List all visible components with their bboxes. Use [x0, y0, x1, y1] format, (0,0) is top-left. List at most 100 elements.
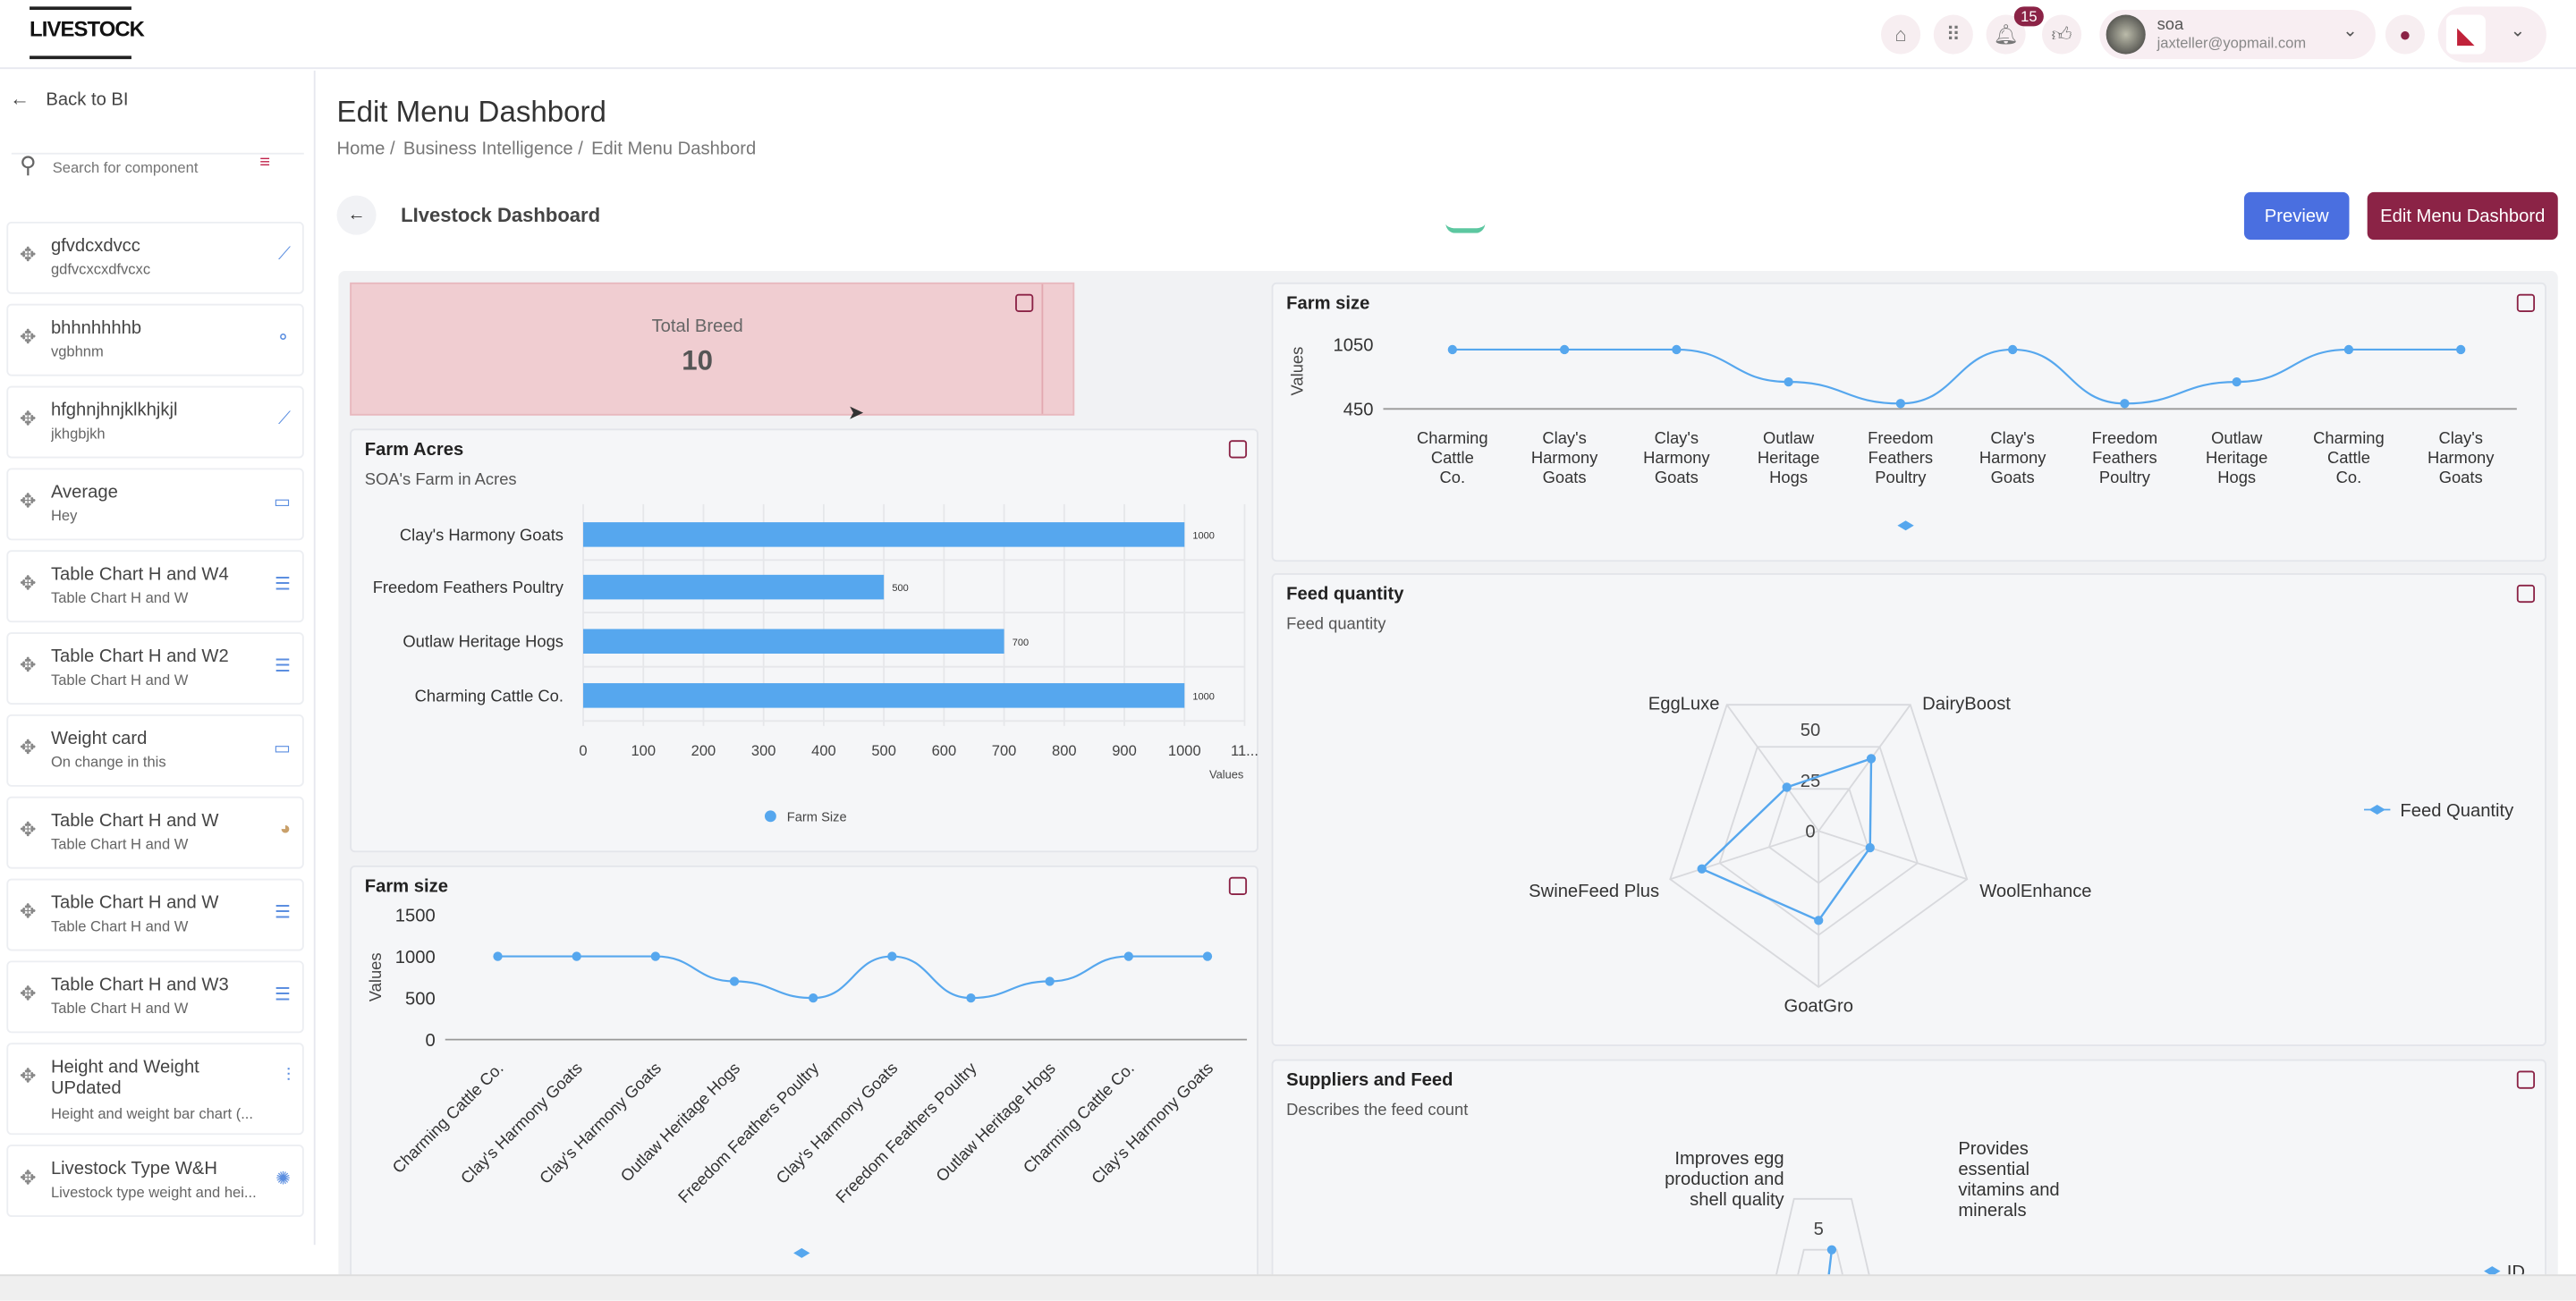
drag-handle-icon[interactable]: ✥	[20, 900, 37, 924]
data-point	[1865, 842, 1875, 853]
x-tick-label: 800	[1052, 742, 1077, 759]
edit-menu-dashboard-button[interactable]: Edit Menu Dashbord	[2367, 191, 2558, 241]
data-point	[2456, 344, 2466, 355]
data-point	[966, 993, 976, 1003]
drag-handle-icon[interactable]: ✥	[20, 654, 37, 677]
card-subtitle: SOA's Farm in Acres	[364, 471, 517, 490]
component-subtitle: Table Chart H and W	[50, 672, 189, 689]
total-breed-card[interactable]: Total Breed 10	[350, 282, 1075, 416]
back-arrow-icon[interactable]: ←	[10, 87, 30, 111]
home-icon[interactable]: ⌂	[1881, 14, 1921, 55]
preview-button[interactable]: Preview	[2243, 191, 2350, 241]
component-title: gfvdcxdvcc	[50, 236, 140, 257]
y-axis-label: Values	[1288, 347, 1307, 396]
table-icon: ☰	[274, 985, 292, 1006]
radar-grid	[1718, 746, 1919, 936]
farm-size-card-top[interactable]: Farm size 1050 450 Values Charming Cattle Co.…	[1271, 282, 2546, 562]
component-title: hfghnjhnjklkhjkjl	[50, 401, 178, 421]
dashboard-name: LIvestock Dashboard	[401, 203, 601, 227]
select-checkbox[interactable]	[2516, 293, 2536, 312]
select-checkbox[interactable]	[1228, 876, 1248, 896]
axis-label: Improves egg production and shell quality	[1665, 1149, 1784, 1210]
x-tick-label: Clay's Harmony Goats	[1979, 428, 2046, 486]
user-menu[interactable]: soa jaxteller@yopmail.com ⌄	[2099, 10, 2376, 60]
x-tick-label: Freedom Feathers Poultry	[2092, 428, 2157, 486]
sidebar-component-item[interactable]: ✥ Livestock Type W&H Livestock type weig…	[6, 1145, 304, 1217]
select-checkbox[interactable]	[1228, 440, 1248, 459]
y-category-label: Freedom Feathers Poultry	[373, 578, 564, 596]
sidebar-component-item[interactable]: ✥ Table Chart H and W3 Table Chart H and…	[6, 960, 304, 1034]
legend-marker	[764, 810, 776, 823]
data-point	[1045, 976, 1055, 986]
suppliers-feed-card[interactable]: Suppliers and Feed Describes the feed co…	[1271, 1059, 2546, 1299]
legend-marker	[2484, 1266, 2501, 1277]
drag-handle-icon[interactable]: ✥	[20, 735, 37, 759]
drag-handle-icon[interactable]: ✥	[20, 571, 37, 595]
apps-grid-icon[interactable]: ⠿	[1933, 14, 1973, 55]
bottom-bar	[0, 1274, 2576, 1301]
farm-size-card-bottom[interactable]: Farm size 0 500 1000 1500 Values Charming Cat…	[350, 865, 1258, 1293]
pie-icon: ◕	[279, 819, 292, 840]
language-selector[interactable]: ◣ ⌄	[2437, 6, 2546, 63]
thumbs-up-icon[interactable]: 👍︎	[2042, 14, 2082, 55]
drag-handle-icon[interactable]: ✥	[20, 817, 37, 841]
sidebar-component-item[interactable]: ✥ bhhnhhhhb vgbhnm ⚬	[6, 303, 304, 376]
drag-handle-icon[interactable]: ✥	[20, 489, 37, 513]
series-polygon	[1699, 756, 1873, 922]
collapse-handle-icon[interactable]	[1445, 224, 1486, 233]
back-button[interactable]: ←	[336, 195, 377, 235]
data-point	[2120, 399, 2130, 409]
mouse-cursor-icon: ➤	[847, 401, 865, 424]
select-checkbox[interactable]	[1015, 293, 1034, 312]
farm-acres-bar-chart: 0 100 200 300 400 500 600 700 800 900 1000 11... Cla…	[373, 503, 1258, 824]
x-tick-label: Clay's Harmony Goats	[1531, 428, 1598, 486]
farm-acres-card[interactable]: Farm Acres SOA's Farm in Acres 0 100 200 30…	[350, 428, 1258, 853]
data-point	[1826, 1245, 1837, 1255]
sidebar-component-item[interactable]: ✥ gfvdcxdvcc gdfvcxcxdfvcxc ⟋	[6, 221, 304, 294]
x-tick-label: Freedom Feathers Poultry	[674, 1058, 823, 1206]
r-tick-label: 5	[1814, 1220, 1824, 1239]
x-tick-label: 0	[579, 742, 587, 759]
drag-handle-icon[interactable]: ✥	[20, 407, 37, 431]
drag-handle-icon[interactable]: ✥	[20, 325, 37, 349]
radar-icon: ✺	[275, 1169, 292, 1189]
component-subtitle: Height and weight bar chart (...	[50, 1105, 253, 1122]
back-to-bi-link[interactable]: Back to BI	[46, 90, 129, 111]
drag-handle-icon[interactable]: ✥	[20, 1064, 37, 1087]
data-point	[1782, 782, 1792, 792]
search-input[interactable]	[52, 154, 250, 182]
feed-quantity-card[interactable]: Feed quantity Feed quantity 0 25 50 GoatGro…	[1271, 573, 2546, 1046]
breadcrumb-home[interactable]: Home /	[336, 139, 395, 160]
sidebar-component-item[interactable]: ✥ Table Chart H and W2 Table Chart H and…	[6, 632, 304, 705]
palette-icon[interactable]: ●	[2385, 14, 2425, 55]
sidebar-component-item[interactable]: ✥ Table Chart H and W Table Chart H and …	[6, 796, 304, 869]
data-point	[729, 976, 740, 986]
radar-grid	[1767, 788, 1869, 884]
select-checkbox[interactable]	[2516, 1070, 2536, 1089]
data-point	[1559, 344, 1570, 355]
divider	[11, 152, 304, 155]
x-tick-label: Clay's Harmony Goats	[1643, 428, 1710, 486]
select-checkbox[interactable]	[2516, 584, 2536, 604]
livestock-logo[interactable]: LIVESTOCK	[30, 6, 145, 60]
radar-spoke	[1669, 830, 1819, 881]
filter-icon[interactable]: ≡	[259, 152, 270, 173]
sidebar-component-item[interactable]: ✥ Table Chart H and W4 Table Chart H and…	[6, 550, 304, 623]
sidebar-component-item[interactable]: ✥ Weight card On change in this ▭	[6, 714, 304, 787]
drag-handle-icon[interactable]: ✥	[20, 242, 37, 266]
breadcrumb-bi[interactable]: Business Intelligence /	[402, 139, 583, 160]
chevron-down-icon: ⌄	[2343, 21, 2359, 41]
sidebar-component-item[interactable]: ✥ Table Chart H and W Table Chart H and …	[6, 878, 304, 951]
page-title: Edit Menu Dashbord	[336, 95, 606, 129]
x-tick-label: Outlaw Heritage Hogs	[1758, 428, 1819, 486]
x-axis-label: Values	[1209, 768, 1243, 781]
data-point	[2007, 344, 2018, 355]
sidebar-component-item[interactable]: ✥ Average Hey ▭	[6, 468, 304, 541]
drag-handle-icon[interactable]: ✥	[20, 1166, 37, 1189]
drag-handle-icon[interactable]: ✥	[20, 982, 37, 1006]
sidebar-component-item[interactable]: ✥ hfghnjhnjklkhjkjl jkhgbjkh ⟋	[6, 385, 304, 459]
x-tick-label: Freedom Feathers Poultry	[832, 1058, 980, 1206]
divider	[1041, 283, 1044, 414]
sidebar-component-item[interactable]: ✥ Height and Weight UPdated Height and w…	[6, 1043, 304, 1136]
